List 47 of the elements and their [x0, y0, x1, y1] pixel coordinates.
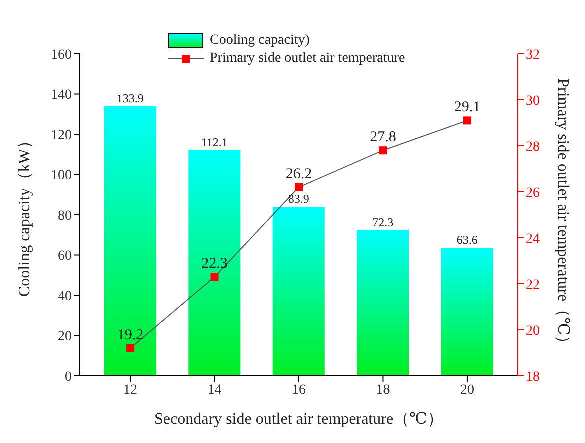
point [295, 183, 303, 192]
data-label: 22.3 [202, 256, 228, 272]
y2-tick-label: 28 [526, 140, 540, 155]
legend-label: Primary side outlet air temperature [210, 50, 406, 68]
y-tick-label: 80 [58, 208, 72, 224]
y2-axis-title: Primary side outlet air temperature（℃） [554, 78, 572, 352]
data-label: 19.2 [117, 327, 144, 344]
point [210, 273, 219, 282]
data-label: 26.2 [286, 166, 312, 182]
x-tick-label: 18 [376, 382, 390, 398]
legend-label: Cooling capacity) [210, 32, 310, 50]
bar [441, 248, 494, 376]
data-label: 72.3 [372, 215, 394, 230]
data-label: 112.1 [201, 135, 228, 150]
y2-tick-label: 22 [526, 278, 540, 293]
y-axis-title: Cooling capacity（kW） [16, 133, 34, 297]
y-tick-label: 40 [58, 289, 72, 304]
y2-tick-label: 20 [526, 324, 540, 339]
x-tick-label: 14 [208, 382, 222, 398]
bar [357, 230, 410, 376]
bar [104, 106, 156, 376]
y-tick-label: 140 [51, 88, 72, 104]
data-label: 27.8 [370, 130, 396, 146]
data-label: 29.1 [454, 100, 481, 116]
y-tick-label: 20 [58, 330, 72, 345]
x-tick-label: 20 [460, 382, 474, 398]
data-label: 133.9 [116, 92, 144, 106]
y2-tick-label: 26 [526, 186, 540, 201]
y-tick-label: 0 [65, 370, 72, 385]
y2-tick-label: 18 [526, 370, 540, 385]
bar [188, 150, 241, 376]
x-tick-label: 16 [292, 382, 306, 398]
x-tick-label: 12 [124, 382, 138, 398]
y-tick-label: 100 [51, 168, 72, 184]
data-label: 83.9 [288, 192, 310, 206]
y2-tick-label: 24 [526, 232, 540, 247]
point [126, 344, 135, 352]
point [463, 116, 472, 125]
y2-tick-label: 30 [526, 94, 540, 109]
y2-tick-label: 32 [526, 48, 540, 63]
bar [272, 207, 325, 376]
y-tick-label: 60 [58, 249, 72, 264]
x-axis-title: Secondary side outlet air temperature（℃） [154, 411, 444, 428]
point [379, 146, 388, 155]
data-label: 63.6 [456, 233, 478, 248]
y-tick-label: 120 [51, 128, 72, 144]
y-tick-label: 160 [51, 48, 72, 63]
